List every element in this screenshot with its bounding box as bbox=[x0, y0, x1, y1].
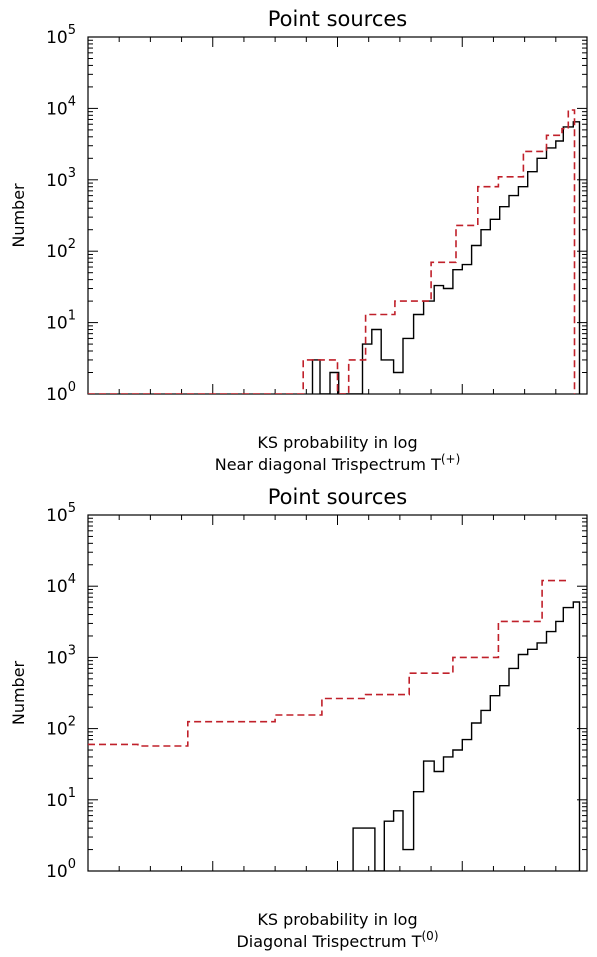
y-tick-label: 100 bbox=[46, 380, 76, 405]
x-axis-subtitle: Near diagonal Trispectrum T(+) bbox=[215, 452, 461, 474]
y-axis-label: Number bbox=[9, 183, 28, 248]
y-tick-label: 102 bbox=[46, 715, 76, 740]
x-axis-label: KS probability in log bbox=[257, 433, 417, 452]
x-axis-label: KS probability in log bbox=[257, 910, 417, 929]
y-tick-base: 10 bbox=[46, 862, 68, 882]
y-tick-exponent: 0 bbox=[68, 380, 76, 395]
y-tick-exponent: 5 bbox=[68, 23, 76, 38]
subtitle-superscript: (0) bbox=[422, 929, 439, 943]
y-tick-exponent: 2 bbox=[68, 715, 76, 730]
subtitle-main: Diagonal Trispectrum T bbox=[236, 932, 421, 951]
y-tick-base: 10 bbox=[46, 171, 68, 191]
x-axis bbox=[87, 515, 588, 871]
panel-2: Point sources100101102103104105NumberKS … bbox=[9, 485, 588, 951]
y-tick-base: 10 bbox=[46, 720, 68, 740]
y-tick-exponent: 2 bbox=[68, 237, 76, 252]
y-tick-label: 105 bbox=[46, 23, 76, 48]
y-tick-base: 10 bbox=[46, 791, 68, 811]
y-tick-exponent: 0 bbox=[68, 857, 76, 872]
plot-frame bbox=[87, 36, 588, 395]
y-tick-base: 10 bbox=[46, 506, 68, 526]
y-tick-exponent: 1 bbox=[68, 786, 76, 801]
series-line-1 bbox=[352, 601, 581, 871]
y-tick-label: 101 bbox=[46, 309, 76, 334]
y-tick-label: 104 bbox=[46, 94, 76, 119]
subtitle-main: Near diagonal Trispectrum T bbox=[215, 455, 441, 474]
y-tick-exponent: 1 bbox=[68, 309, 76, 324]
y-tick-label: 100 bbox=[46, 857, 76, 882]
y-tick-label: 105 bbox=[46, 501, 76, 526]
chart-title: Point sources bbox=[268, 485, 408, 509]
plot-frame bbox=[87, 514, 588, 872]
x-axis bbox=[87, 37, 588, 394]
subtitle-superscript: (+) bbox=[441, 452, 460, 466]
y-tick-exponent: 3 bbox=[68, 643, 76, 658]
y-tick-base: 10 bbox=[46, 242, 68, 262]
panel-1: Point sources100101102103104105NumberKS … bbox=[9, 7, 588, 474]
y-tick-label: 103 bbox=[46, 166, 76, 191]
y-tick-exponent: 4 bbox=[68, 94, 76, 109]
y-tick-label: 101 bbox=[46, 786, 76, 811]
y-tick-label: 102 bbox=[46, 237, 76, 262]
y-tick-base: 10 bbox=[46, 28, 68, 48]
y-tick-base: 10 bbox=[46, 577, 68, 597]
y-tick-label: 104 bbox=[46, 572, 76, 597]
y-tick-label: 103 bbox=[46, 643, 76, 668]
y-tick-exponent: 5 bbox=[68, 501, 76, 516]
series-line-2 bbox=[88, 579, 569, 747]
x-axis-subtitle: Diagonal Trispectrum T(0) bbox=[236, 929, 438, 951]
y-tick-base: 10 bbox=[46, 314, 68, 334]
y-tick-base: 10 bbox=[46, 99, 68, 119]
series-line-1 bbox=[311, 121, 581, 394]
y-tick-base: 10 bbox=[46, 385, 68, 405]
chart-title: Point sources bbox=[268, 7, 408, 31]
series-line-2 bbox=[88, 109, 576, 394]
y-tick-base: 10 bbox=[46, 648, 68, 668]
y-axis-label: Number bbox=[9, 660, 28, 725]
y-tick-exponent: 4 bbox=[68, 572, 76, 587]
y-tick-exponent: 3 bbox=[68, 166, 76, 181]
